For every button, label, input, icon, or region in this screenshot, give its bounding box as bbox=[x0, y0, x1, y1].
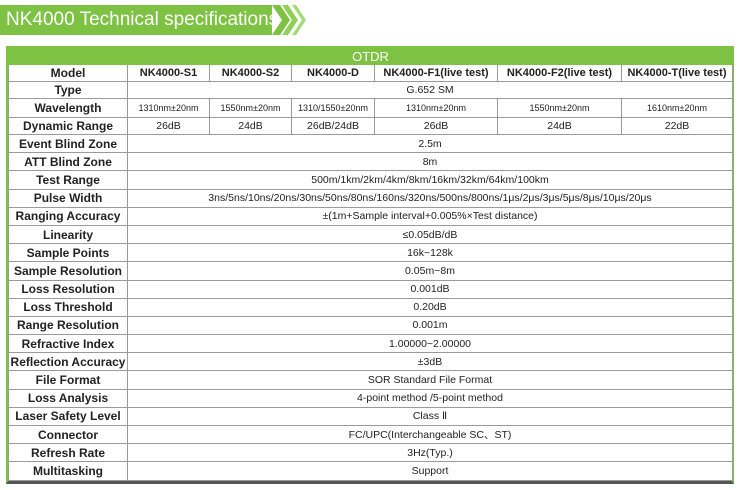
model-cell: NK4000-F2(live test) bbox=[497, 64, 622, 82]
table-row: Laser Safety Level Class Ⅱ bbox=[8, 406, 733, 427]
wavelength-cell: 1550nm±20nm bbox=[497, 98, 622, 118]
dynamic-range-cell: 26dB/24dB bbox=[291, 117, 375, 135]
row-label: Type bbox=[8, 81, 128, 99]
table-row: Loss Resolution 0.001dB bbox=[8, 279, 733, 299]
row-label: Loss Threshold bbox=[8, 297, 128, 317]
model-cell: NK4000-D bbox=[291, 64, 375, 82]
row-value: Support bbox=[127, 461, 733, 481]
model-cell: NK4000-S2 bbox=[209, 64, 292, 82]
row-label: Loss Resolution bbox=[8, 279, 128, 299]
row-label: Range Resolution bbox=[8, 315, 128, 336]
wavelength-cell: 1310nm±20nm bbox=[374, 98, 498, 118]
model-cell: NK4000-S1 bbox=[127, 64, 210, 82]
wavelength-cell: 1610nm±20nm bbox=[621, 98, 733, 118]
model-cell: NK4000-T(live test) bbox=[621, 64, 733, 82]
row-value: 8m bbox=[127, 152, 733, 172]
row-value: 2.5m bbox=[127, 133, 733, 154]
table-row: Range Resolution 0.001m bbox=[8, 315, 733, 336]
row-value: 0.20dB bbox=[127, 297, 733, 317]
row-label: Multitasking bbox=[8, 461, 128, 481]
dynamic-range-cell: 26dB bbox=[374, 117, 498, 135]
table-row: Event Blind Zone 2.5m bbox=[8, 133, 733, 154]
row-value: ≤0.05dB/dB bbox=[127, 224, 733, 245]
row-label: Sample Points bbox=[8, 243, 128, 263]
table-row: Ranging Accuracy ±(1m+Sample interval+0.0… bbox=[8, 206, 733, 226]
row-label: Linearity bbox=[8, 224, 128, 245]
table-row: Reflection Accuracy ±3dB bbox=[8, 352, 733, 372]
row-value: 3Hz(Typ.) bbox=[127, 443, 733, 463]
row-label: Reflection Accuracy bbox=[8, 352, 128, 372]
row-label: Pulse Width bbox=[8, 188, 128, 208]
row-label: File Format bbox=[8, 370, 128, 390]
wavelength-cell: 1310/1550±20nm bbox=[291, 98, 375, 118]
row-label: Event Blind Zone bbox=[8, 133, 128, 154]
row-label: Test Range bbox=[8, 170, 128, 190]
table-row: Loss Threshold 0.20dB bbox=[8, 297, 733, 317]
row-label: Sample Resolution bbox=[8, 261, 128, 281]
table-row: Sample Resolution 0.05m~8m bbox=[8, 261, 733, 281]
table-row: Linearity ≤0.05dB/dB bbox=[8, 224, 733, 245]
chevron-right-icon bbox=[272, 5, 306, 35]
row-value: 16k~128k bbox=[127, 243, 733, 263]
row-value: G.652 SM bbox=[127, 81, 733, 99]
dynamic-range-cell: 22dB bbox=[621, 117, 733, 135]
page-title: NK4000 Technical specifications bbox=[0, 5, 278, 35]
wavelength-cell: 1310nm±20nm bbox=[127, 98, 210, 118]
row-value: 500m/1km/2km/4km/8km/16km/32km/64km/100k… bbox=[127, 170, 733, 190]
dynamic-range-cell: 24dB bbox=[209, 117, 292, 135]
table-row: ATT Blind Zone 8m bbox=[8, 152, 733, 172]
model-cell: NK4000-F1(live test) bbox=[374, 64, 498, 82]
dynamic-range-cell: 24dB bbox=[497, 117, 622, 135]
row-label: Connector bbox=[8, 424, 128, 445]
spec-table: OTDR Model NK4000-S1 NK4000-S2 NK4000-D … bbox=[6, 46, 734, 484]
row-value: 3ns/5ns/10ns/20ns/30ns/50ns/80ns/160ns/3… bbox=[127, 188, 733, 208]
row-label: Ranging Accuracy bbox=[8, 206, 128, 226]
row-label: Refresh Rate bbox=[8, 443, 128, 463]
row-label: ATT Blind Zone bbox=[8, 152, 128, 172]
row-value: Class Ⅱ bbox=[127, 406, 733, 427]
table-row: Refractive Index 1.00000~2.00000 bbox=[8, 334, 733, 354]
row-label: Dynamic Range bbox=[8, 117, 128, 135]
row-value: 4-point method /5-point method bbox=[127, 388, 733, 408]
table-row: Pulse Width 3ns/5ns/10ns/20ns/30ns/50ns/8… bbox=[8, 188, 733, 208]
row-label: Laser Safety Level bbox=[8, 406, 128, 427]
table-row: Test Range 500m/1km/2km/4km/8km/16km/32km… bbox=[8, 170, 733, 190]
row-value: SOR Standard File Format bbox=[127, 370, 733, 390]
row-label: Refractive Index bbox=[8, 334, 128, 354]
row-value: ±3dB bbox=[127, 352, 733, 372]
table-row: Multitasking Support bbox=[8, 461, 733, 481]
row-value: ±(1m+Sample interval+0.005%×Test distanc… bbox=[127, 206, 733, 226]
row-value: 0.05m~8m bbox=[127, 261, 733, 281]
table-row: Loss Analysis 4-point method /5-point met… bbox=[8, 388, 733, 408]
row-value: 1.00000~2.00000 bbox=[127, 334, 733, 354]
row-label: Model bbox=[8, 64, 128, 82]
wavelength-cell: 1550nm±20nm bbox=[209, 98, 292, 118]
row-value: 0.001dB bbox=[127, 279, 733, 299]
table-row: Sample Points 16k~128k bbox=[8, 243, 733, 263]
row-value: FC/UPC(Interchangeable SC、ST) bbox=[127, 424, 733, 445]
table-row: Refresh Rate 3Hz(Typ.) bbox=[8, 443, 733, 463]
section-header: OTDR bbox=[8, 48, 733, 65]
row-label: Wavelength bbox=[8, 98, 128, 118]
row-label: Loss Analysis bbox=[8, 388, 128, 408]
dynamic-range-cell: 26dB bbox=[127, 117, 210, 135]
row-value: 0.001m bbox=[127, 315, 733, 336]
table-row: File Format SOR Standard File Format bbox=[8, 370, 733, 390]
table-row: Connector FC/UPC(Interchangeable SC、ST) bbox=[8, 424, 733, 445]
